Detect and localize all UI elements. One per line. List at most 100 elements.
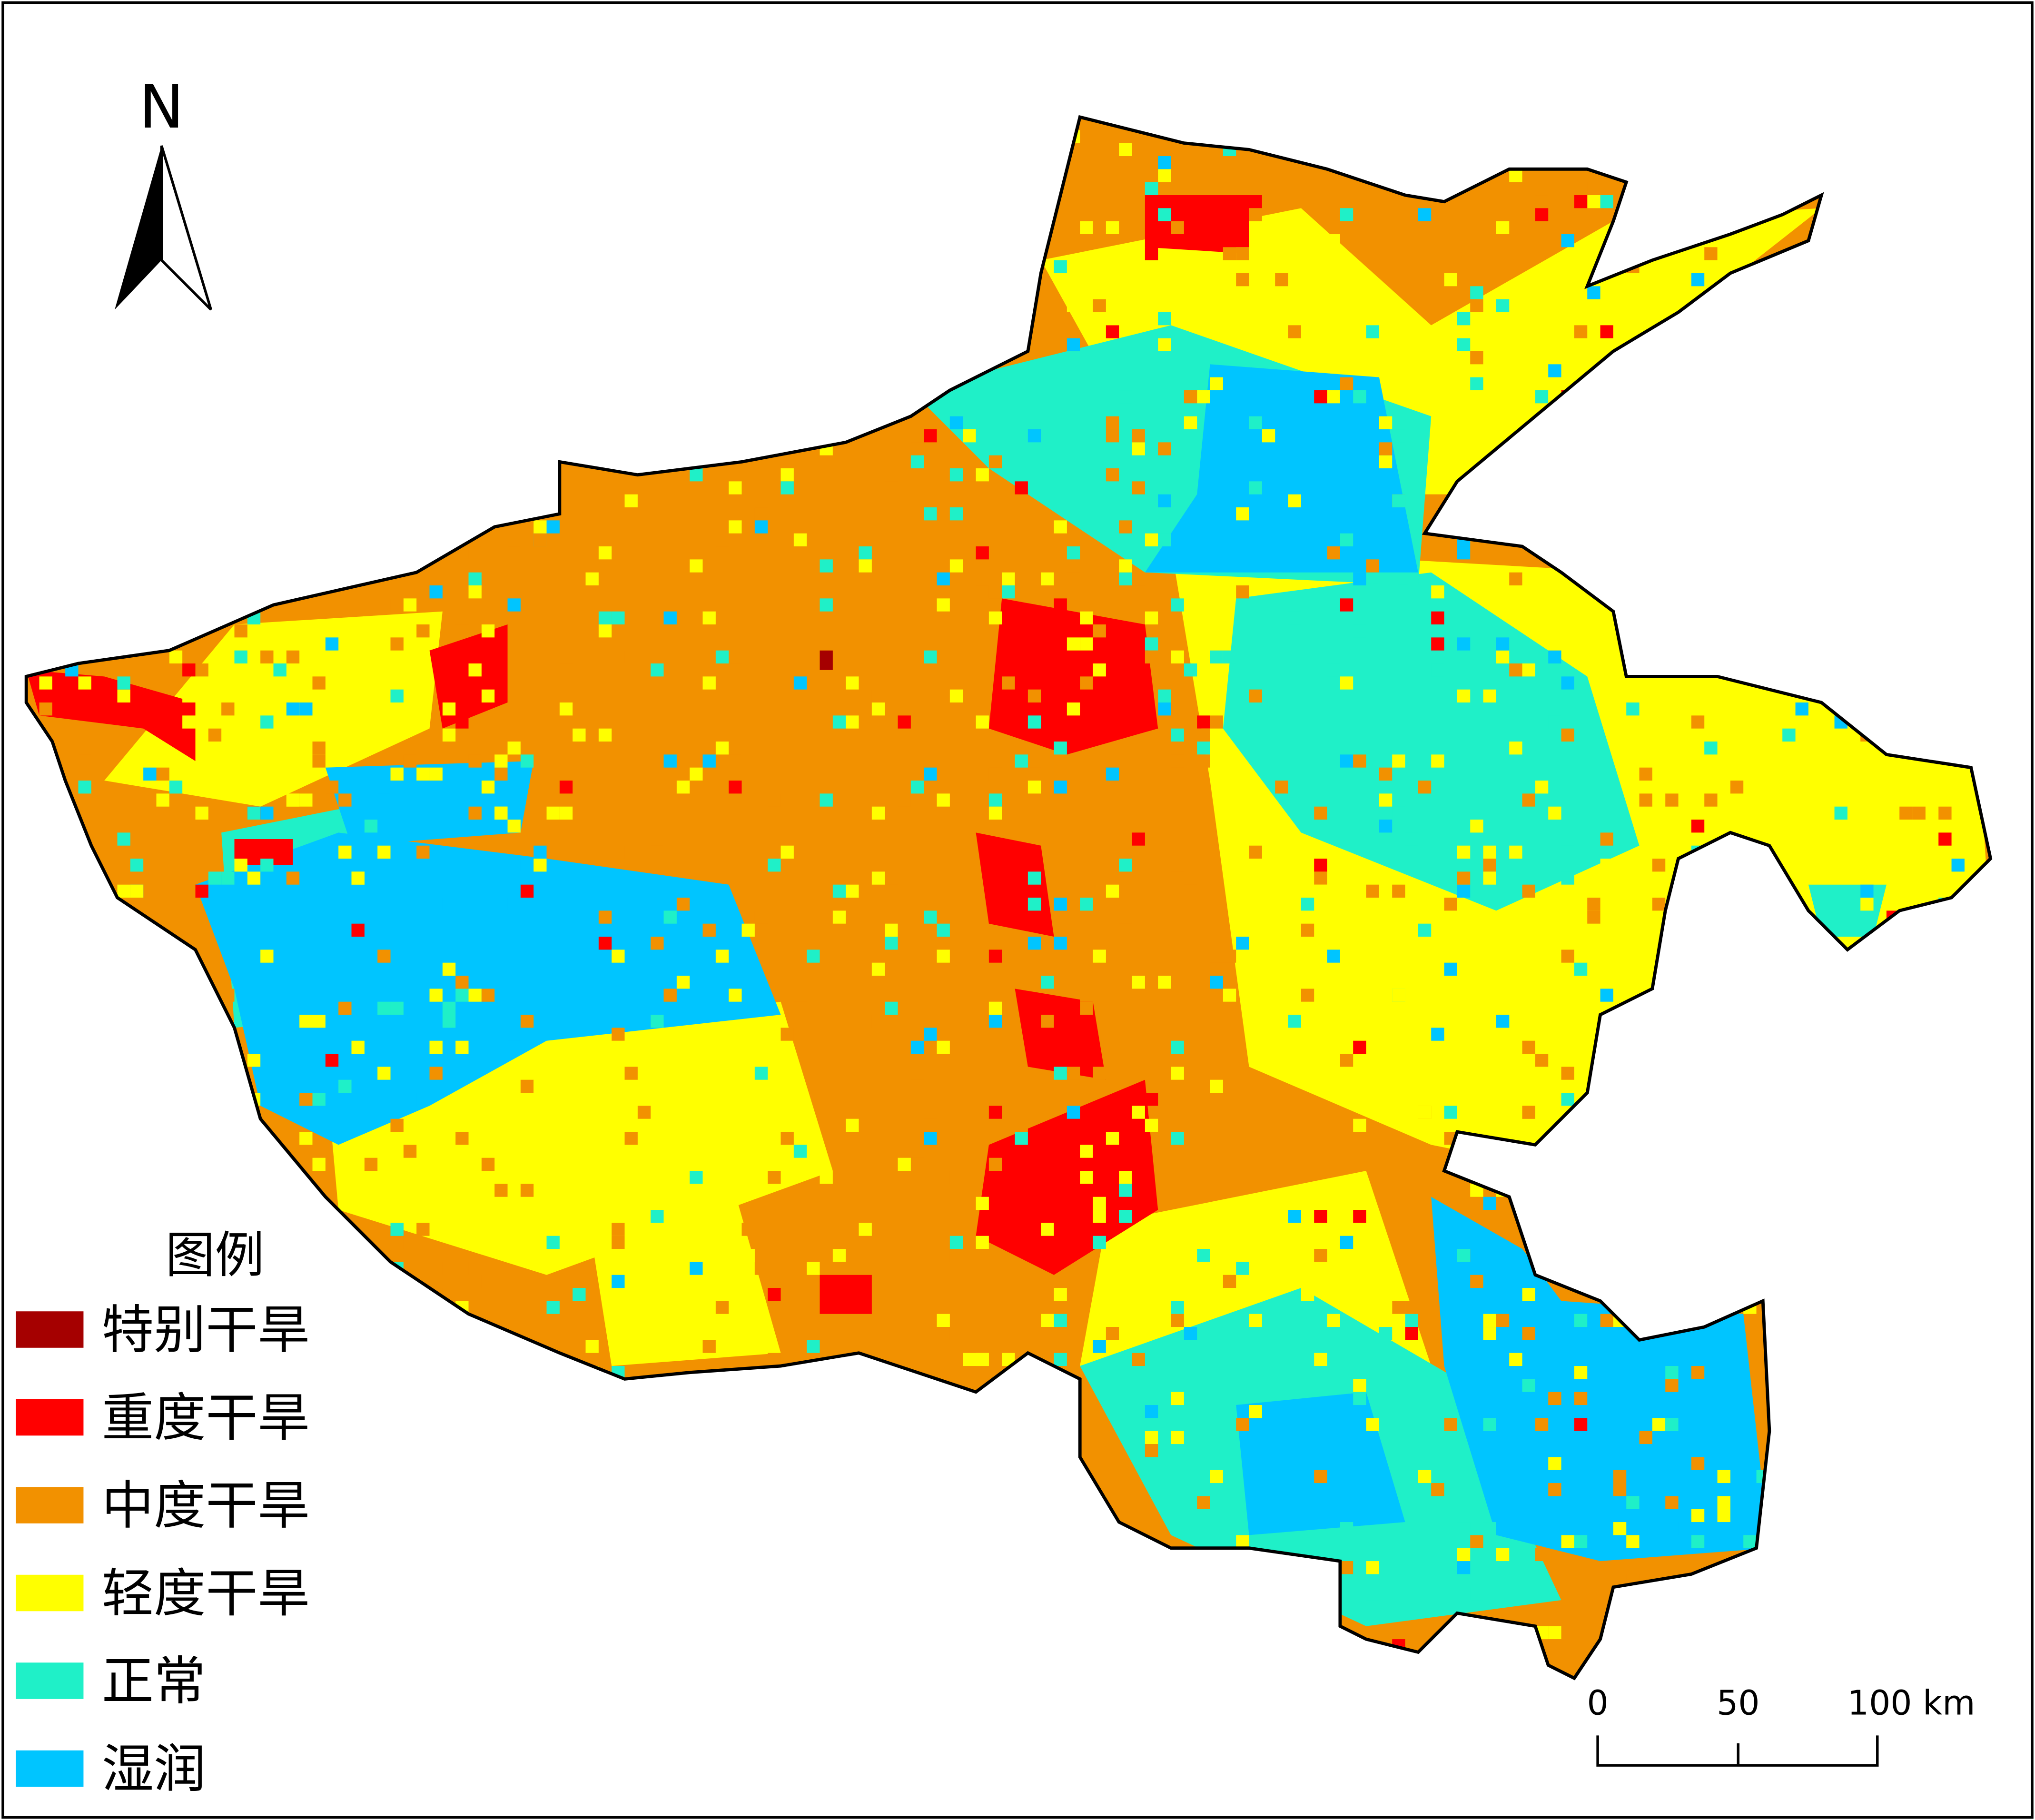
pixel	[1340, 598, 1353, 612]
pixel	[976, 468, 989, 482]
pixel	[949, 1236, 963, 1249]
pixel	[1171, 1132, 1184, 1145]
pixel	[1483, 859, 1496, 872]
pixel	[1210, 715, 1223, 729]
pixel	[1574, 325, 1588, 338]
pixel	[520, 1184, 534, 1197]
pixel	[780, 1028, 794, 1041]
pixel	[1249, 859, 1262, 872]
north-arrow-right	[160, 145, 212, 311]
pixel	[1444, 1106, 1457, 1119]
pixel	[468, 585, 482, 599]
pixel	[1301, 923, 1314, 937]
pixel	[585, 1054, 599, 1067]
pixel	[924, 910, 937, 924]
pixel	[1496, 325, 1510, 338]
pixel	[793, 533, 807, 547]
pixel	[338, 793, 352, 807]
pixel	[546, 520, 560, 534]
pixel	[1496, 260, 1510, 274]
pixel	[1119, 572, 1132, 586]
pixel	[1431, 611, 1444, 625]
pixel	[1301, 989, 1314, 1002]
pixel	[1379, 820, 1393, 833]
pixel	[1509, 663, 1522, 677]
pixel	[1002, 572, 1015, 586]
pixel	[533, 1079, 547, 1093]
pixel	[612, 1236, 625, 1249]
pixel	[885, 923, 898, 937]
pixel	[1275, 299, 1288, 313]
legend-swatch	[16, 1487, 84, 1523]
legend-swatch	[16, 1662, 84, 1699]
pixel	[1236, 312, 1249, 326]
pixel	[247, 1054, 261, 1067]
pixel	[1496, 1314, 1510, 1327]
pixel	[1080, 611, 1093, 625]
pixel	[1652, 1418, 1666, 1431]
pixel	[1652, 898, 1666, 911]
pixel	[1288, 247, 1301, 260]
pixel	[169, 650, 183, 664]
pixel	[729, 663, 742, 677]
pixel	[1093, 1236, 1106, 1249]
pixel	[1197, 1496, 1210, 1509]
pixel	[442, 1210, 456, 1223]
pixel	[1080, 898, 1093, 911]
scale-label: 100 km	[1847, 1683, 1976, 1723]
pixel	[1496, 637, 1510, 651]
pixel	[690, 559, 703, 573]
pixel	[1275, 273, 1288, 287]
pixel	[1470, 1275, 1483, 1288]
pixel	[1405, 767, 1418, 781]
pixel	[1938, 832, 1952, 846]
pixel	[429, 1210, 443, 1223]
pixel	[1535, 208, 1549, 221]
pixel	[1535, 1418, 1549, 1431]
pixel	[1067, 559, 1080, 573]
pixel	[1158, 208, 1171, 221]
pixel	[429, 1067, 443, 1080]
pixel	[1223, 650, 1236, 664]
pixel	[403, 1145, 417, 1158]
pixel	[533, 845, 547, 859]
pixel	[1431, 585, 1444, 599]
pixel	[1054, 260, 1067, 274]
pixel	[1405, 1301, 1418, 1314]
pixel	[702, 1157, 716, 1171]
pixel	[690, 1262, 703, 1275]
pixel	[988, 1106, 1002, 1119]
pixel	[403, 1093, 417, 1106]
pixel	[1522, 1288, 1535, 1301]
pixel	[1015, 1132, 1028, 1145]
pixel	[533, 533, 547, 547]
pixel	[585, 1210, 599, 1223]
pixel	[1132, 976, 1145, 989]
pixel	[1457, 1561, 1471, 1574]
pixel	[1171, 650, 1184, 664]
pixel	[715, 546, 729, 560]
pixel	[937, 598, 950, 612]
pixel	[208, 728, 222, 742]
pixel	[937, 793, 950, 807]
pixel	[585, 1079, 599, 1093]
pixel	[468, 572, 482, 586]
pixel	[1080, 1001, 1093, 1015]
pixel	[195, 884, 208, 898]
pixel	[494, 1236, 508, 1249]
pixel	[1457, 637, 1471, 651]
pixel	[299, 1015, 313, 1028]
pixel	[455, 715, 469, 729]
pixel	[494, 754, 508, 768]
pixel	[1288, 611, 1301, 625]
pixel	[1509, 742, 1522, 755]
pixel	[1665, 1379, 1679, 1392]
pixel	[1392, 429, 1405, 443]
pixel	[1080, 676, 1093, 690]
pixel	[702, 1314, 716, 1327]
pixel	[1457, 845, 1471, 859]
pixel	[247, 871, 261, 885]
pixel	[1314, 1210, 1327, 1223]
pixel	[1249, 1405, 1262, 1418]
pixel	[924, 1028, 937, 1041]
